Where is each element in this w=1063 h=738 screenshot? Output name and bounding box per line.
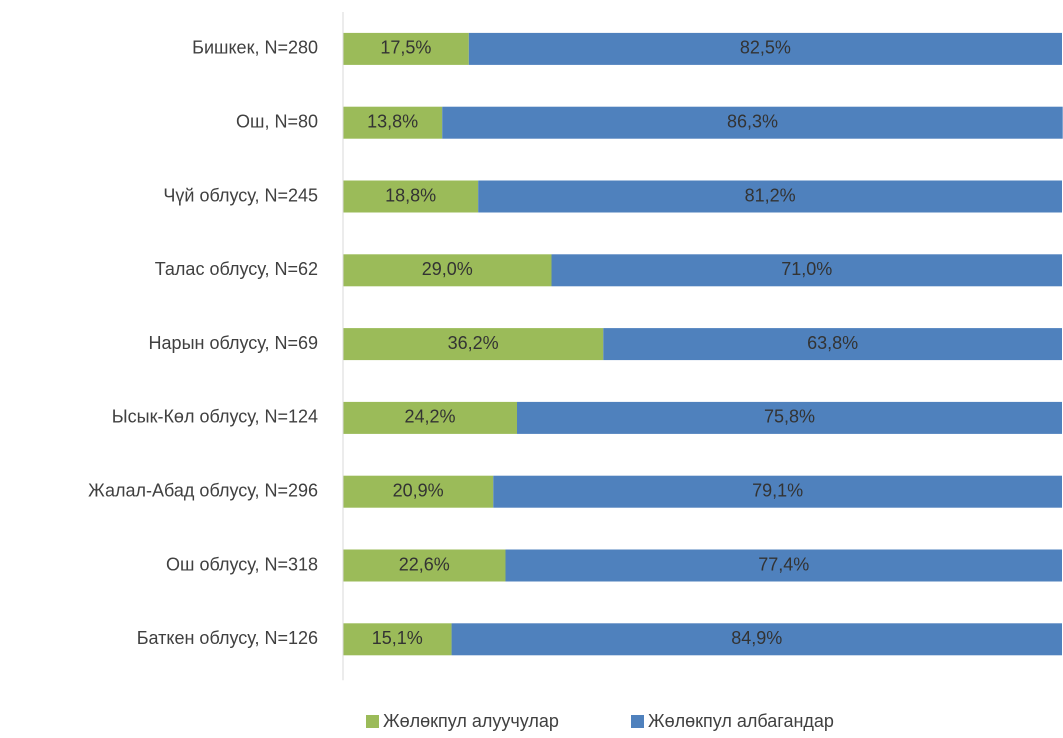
bar-segment — [343, 254, 552, 287]
data-label: 84,9% — [731, 628, 782, 648]
legend-swatch — [366, 715, 379, 728]
data-label: 24,2% — [404, 407, 455, 427]
data-label: 63,8% — [807, 333, 858, 353]
data-label: 86,3% — [727, 111, 778, 131]
bar-segment — [551, 254, 1062, 287]
data-label: 71,0% — [781, 259, 832, 279]
bar-segment — [505, 549, 1062, 582]
data-label: 36,2% — [448, 333, 499, 353]
y-tick-label: Баткен облусу, N=126 — [137, 628, 318, 648]
bar-segment — [343, 32, 469, 65]
legend-swatch — [631, 715, 644, 728]
y-tick-label: Ысык-Көл облусу, N=124 — [112, 407, 318, 427]
bar-segment — [478, 180, 1062, 213]
y-tick-label: Ош облусу, N=318 — [166, 554, 318, 574]
y-tick-label: Талас облусу, N=62 — [155, 259, 318, 279]
bar-segment — [516, 401, 1062, 434]
bar-segment — [442, 106, 1063, 139]
data-label: 13,8% — [367, 111, 418, 131]
y-tick-label: Бишкек, N=280 — [192, 38, 318, 58]
data-label: 77,4% — [758, 554, 809, 574]
bar-segment — [343, 549, 506, 582]
data-label: 15,1% — [372, 628, 423, 648]
data-label: 81,2% — [745, 185, 796, 205]
bar-segment — [468, 32, 1062, 65]
data-label: 82,5% — [740, 38, 791, 58]
bar-segment — [343, 328, 604, 361]
bar-segment — [343, 475, 494, 508]
data-label: 18,8% — [385, 185, 436, 205]
bar-segment — [493, 475, 1062, 508]
bar-segment — [451, 623, 1063, 656]
data-label: 29,0% — [422, 259, 473, 279]
data-label: 22,6% — [399, 554, 450, 574]
bar-segment — [343, 180, 479, 213]
bar-segment — [343, 401, 517, 434]
bar-segment — [343, 623, 452, 656]
y-tick-label: Жалал-Абад облусу, N=296 — [88, 480, 318, 500]
y-tick-label: Нарын облусу, N=69 — [149, 333, 318, 353]
data-label: 17,5% — [380, 38, 431, 58]
data-label: 79,1% — [752, 480, 803, 500]
bar-segment — [603, 328, 1062, 361]
legend-label: Жөлөкпул албагандар — [648, 711, 834, 731]
y-tick-label: Чүй облусу, N=245 — [163, 185, 318, 205]
y-tick-label: Ош, N=80 — [236, 111, 318, 131]
bar-segment — [343, 106, 443, 139]
data-label: 75,8% — [764, 407, 815, 427]
data-label: 20,9% — [393, 480, 444, 500]
legend-label: Жөлөкпул алуучулар — [383, 711, 559, 731]
